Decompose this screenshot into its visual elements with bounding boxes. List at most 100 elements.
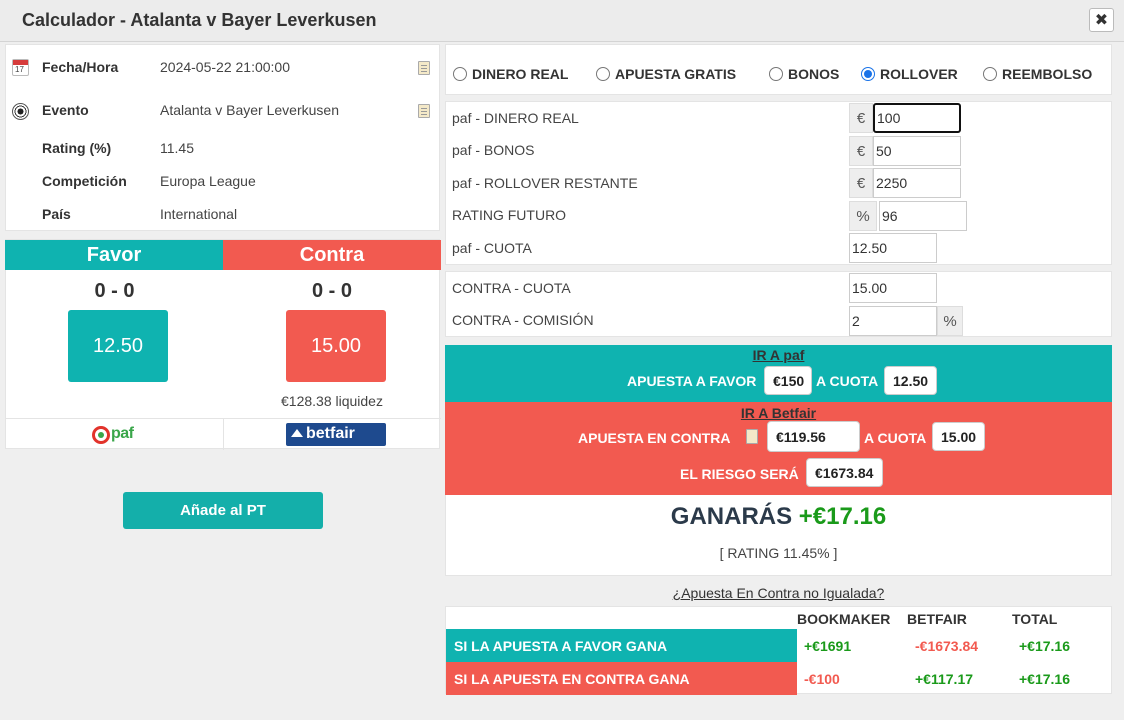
- contra-odds-chip[interactable]: 15.00: [932, 422, 985, 451]
- paf-logo[interactable]: paf: [92, 425, 142, 445]
- radio-button[interactable]: [596, 67, 610, 81]
- form-label-contra-comision: CONTRA - COMISIÓN: [452, 312, 594, 328]
- radio-rollover[interactable]: ROLLOVER: [861, 66, 958, 82]
- paf-logo-circle: [92, 426, 110, 444]
- info-row-rating: Rating (%) 11.45: [6, 140, 439, 160]
- rollover-input[interactable]: [873, 168, 961, 198]
- header-betfair: BETFAIR: [907, 611, 967, 627]
- cell-total: +€17.16: [1019, 671, 1070, 687]
- bookmaker-form-panel: [445, 101, 1112, 265]
- cell-betfair: +€117.17: [915, 671, 974, 687]
- betfair-logo-text: betfair: [306, 425, 355, 442]
- close-button[interactable]: ✖: [1089, 8, 1114, 32]
- contra-stake-chip[interactable]: €119.56: [767, 421, 860, 452]
- contra-form-panel: [445, 271, 1112, 337]
- dinero-real-input[interactable]: [873, 103, 961, 133]
- soccer-ball-icon: [12, 103, 29, 120]
- logo-divider-vertical: [223, 418, 224, 450]
- row-label-favor-wins: SI LA APUESTA A FAVOR GANA: [446, 629, 797, 662]
- unmatched-bet-link[interactable]: ¿Apuesta En Contra no Igualada?: [672, 585, 885, 601]
- go-to-betfair-link[interactable]: IR A Betfair: [740, 405, 817, 421]
- info-row-date: Fecha/Hora 2024-05-22 21:00:00: [6, 59, 439, 79]
- contra-odds-box[interactable]: 15.00: [286, 310, 386, 382]
- contra-bet-band: IR A Betfair APUESTA EN CONTRA €119.56 A…: [445, 402, 1112, 495]
- radio-reembolso[interactable]: REEMBOLSO: [983, 66, 1092, 82]
- contra-cuota-input[interactable]: [849, 273, 937, 303]
- radio-label: REEMBOLSO: [1002, 66, 1093, 82]
- radio-label: ROLLOVER: [880, 66, 958, 82]
- profit-line: GANARÁS +€17.16: [446, 503, 1111, 531]
- form-label-bonos: paf - BONOS: [452, 142, 535, 158]
- contra-liquidity: €128.38 liquidez: [281, 393, 383, 409]
- radio-label: APUESTA GRATIS: [615, 66, 737, 82]
- add-to-pt-button[interactable]: Añade al PT: [123, 492, 323, 529]
- cell-bookmaker: +€1691: [804, 638, 852, 654]
- info-value: 11.45: [160, 140, 194, 156]
- cell-bookmaker: -€100: [804, 671, 840, 687]
- form-label-contra-cuota: CONTRA - CUOTA: [452, 280, 571, 296]
- percent-addon: %: [849, 201, 877, 231]
- event-info-panel: Fecha/Hora 2024-05-22 21:00:00 Evento At…: [5, 44, 440, 231]
- rating-futuro-input[interactable]: [879, 201, 967, 231]
- radio-dinero-real[interactable]: DINERO REAL: [453, 66, 568, 82]
- risk-label: EL RIESGO SERÁ: [680, 466, 799, 482]
- info-value: International: [160, 206, 238, 222]
- radio-button[interactable]: [453, 67, 467, 81]
- info-label: Fecha/Hora: [42, 59, 119, 75]
- favor-header: Favor: [5, 240, 223, 270]
- contra-at-odds-label: A CUOTA: [864, 430, 927, 446]
- profit-rating: [ RATING 11.45% ]: [719, 545, 838, 561]
- odds-panel: Favor Contra 0 - 0 0 - 0 12.50 15.00 €12…: [5, 239, 441, 450]
- favor-stake-chip[interactable]: €150: [764, 366, 812, 395]
- row-label-contra-wins: SI LA APUESTA EN CONTRA GANA: [446, 662, 797, 695]
- go-to-paf-link[interactable]: IR A paf: [752, 347, 805, 363]
- header-bookmaker: BOOKMAKER: [797, 611, 891, 627]
- radio-bonos[interactable]: BONOS: [769, 66, 839, 82]
- contra-header: Contra: [223, 240, 441, 270]
- info-label: País: [42, 206, 71, 222]
- betfair-logo[interactable]: betfair: [286, 423, 386, 446]
- header-total: TOTAL: [1012, 611, 1058, 627]
- radio-button-selected[interactable]: [861, 67, 875, 81]
- favor-bet-label: APUESTA A FAVOR: [627, 373, 757, 389]
- form-label-dinero-real: paf - DINERO REAL: [452, 110, 579, 126]
- copy-icon[interactable]: [418, 104, 430, 118]
- bonos-input[interactable]: [873, 136, 961, 166]
- betfair-arrow-icon: [291, 429, 303, 437]
- form-label-rating-futuro: RATING FUTURO: [452, 207, 567, 223]
- favor-score: 0 - 0: [94, 280, 135, 302]
- favor-odds-chip[interactable]: 12.50: [884, 366, 937, 395]
- window-titlebar: Calculador - Atalanta v Bayer Leverkusen…: [0, 0, 1124, 42]
- profit-label: GANARÁS: [670, 503, 793, 530]
- euro-addon: €: [849, 136, 873, 166]
- radio-label: BONOS: [788, 66, 840, 82]
- profit-panel: GANARÁS +€17.16 [ RATING 11.45% ]: [445, 495, 1112, 576]
- info-label: Competición: [42, 173, 127, 189]
- info-label: Rating (%): [42, 140, 112, 156]
- paf-logo-text: paf: [111, 425, 134, 442]
- favor-bet-band: IR A paf APUESTA A FAVOR €150 A CUOTA 12…: [445, 345, 1112, 402]
- info-row-country: País International: [6, 206, 439, 226]
- calendar-icon: [12, 59, 29, 76]
- radio-button[interactable]: [983, 67, 997, 81]
- percent-addon: %: [937, 306, 963, 336]
- outcomes-table: BOOKMAKER BETFAIR TOTAL SI LA APUESTA A …: [445, 606, 1112, 695]
- risk-chip: €1673.84: [806, 458, 883, 487]
- info-label: Evento: [42, 102, 89, 118]
- euro-addon: €: [849, 168, 873, 198]
- contra-comision-input[interactable]: [849, 306, 937, 336]
- favor-odds-box[interactable]: 12.50: [68, 310, 168, 382]
- euro-addon: €: [849, 103, 873, 133]
- info-row-event: Evento Atalanta v Bayer Leverkusen: [6, 102, 439, 122]
- info-value: Atalanta v Bayer Leverkusen: [160, 102, 339, 118]
- contra-bet-label: APUESTA EN CONTRA: [578, 430, 731, 446]
- paf-cuota-input[interactable]: [849, 233, 937, 263]
- info-value: 2024-05-22 21:00:00: [160, 59, 290, 75]
- radio-button[interactable]: [769, 67, 783, 81]
- copy-icon[interactable]: [746, 429, 758, 444]
- radio-apuesta-gratis[interactable]: APUESTA GRATIS: [596, 66, 736, 82]
- cell-total: +€17.16: [1019, 638, 1070, 654]
- favor-at-odds-label: A CUOTA: [816, 373, 879, 389]
- copy-icon[interactable]: [418, 61, 430, 75]
- contra-score: 0 - 0: [311, 280, 353, 302]
